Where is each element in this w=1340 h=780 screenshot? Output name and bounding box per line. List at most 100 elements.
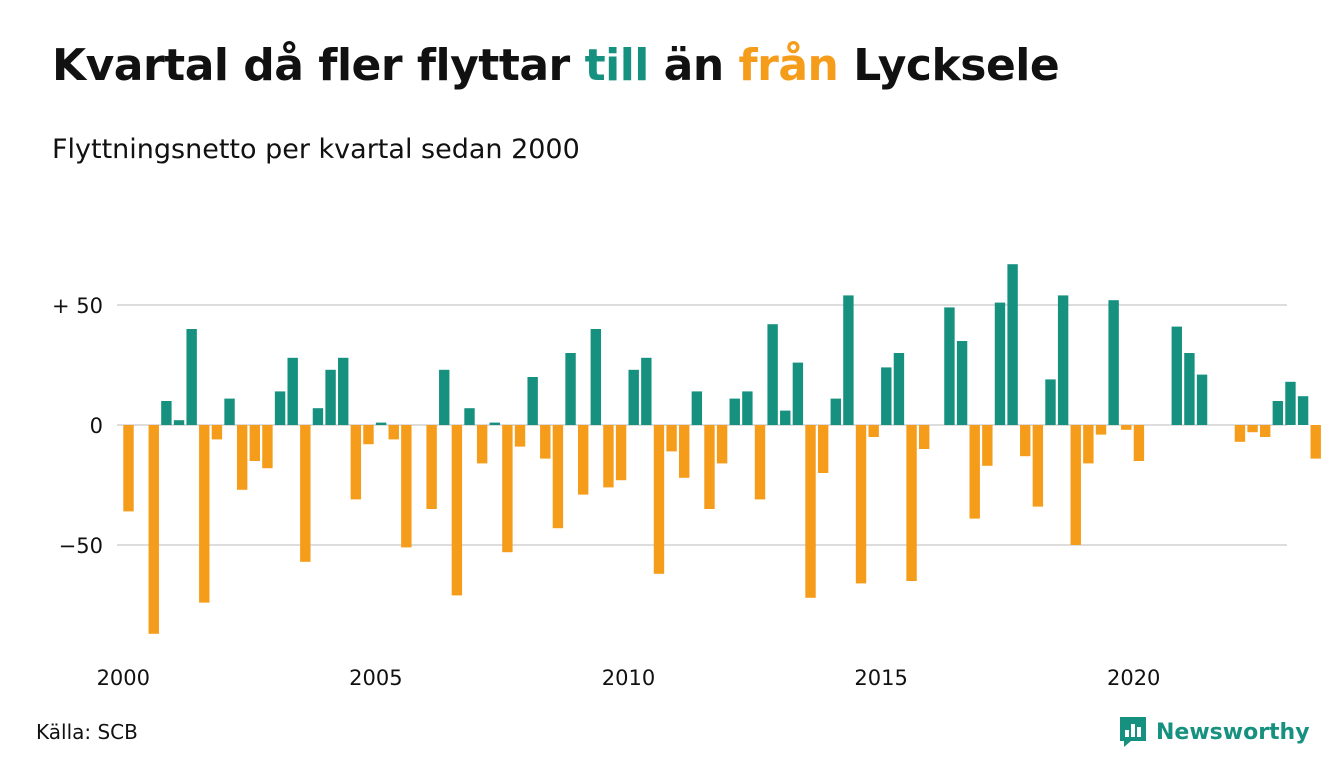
y-tick-label: −50 <box>59 534 103 558</box>
bar-2003-q3 <box>300 425 311 562</box>
bar-series <box>123 264 1321 634</box>
bar-2014-q1 <box>830 398 841 425</box>
bar-2007-q3 <box>502 425 513 553</box>
bar-2016-q3 <box>956 341 968 425</box>
bar-2014-q2 <box>843 295 854 425</box>
bar-2000-q3 <box>148 425 159 634</box>
bar-2004-q2 <box>338 357 349 425</box>
bar-2004-q4 <box>363 425 374 445</box>
bar-2001-q3 <box>199 425 210 603</box>
bar-2010-q1 <box>628 369 639 425</box>
chart-title: Kvartal då fler flyttar till än från Lyc… <box>52 40 1060 91</box>
bar-2020-q4 <box>1171 326 1182 425</box>
bar-2013-q2 <box>792 362 804 425</box>
bar-2023-q1 <box>1285 381 1296 425</box>
bar-2011-q3 <box>704 425 715 509</box>
bar-2016-q4 <box>969 425 980 519</box>
bar-2009-q2 <box>590 329 602 425</box>
bar-2001-q2 <box>186 329 197 425</box>
bar-2014-q3 <box>855 425 867 584</box>
bar-2017-q4 <box>1020 425 1031 457</box>
bar-2021-q2 <box>1196 374 1208 425</box>
brand-name: Newsworthy <box>1156 719 1310 745</box>
y-tick-label: + 50 <box>52 294 103 318</box>
bar-2000-q1 <box>123 425 134 512</box>
bar-2006-q4 <box>464 408 475 425</box>
x-tick-label: 2020 <box>1107 666 1160 690</box>
bar-2018-q4 <box>1070 425 1081 545</box>
bar-2002-q2 <box>236 425 248 490</box>
source-note: Källa: SCB <box>36 720 138 744</box>
newsworthy-logo-icon <box>1120 717 1146 747</box>
bar-2008-q2 <box>540 425 551 459</box>
title-part-3: Lycksele <box>838 40 1060 91</box>
bar-2002-q4 <box>262 425 273 469</box>
x-tick-label: 2005 <box>349 666 402 690</box>
title-word-till: till <box>584 40 650 91</box>
bar-2001-q1 <box>173 420 185 425</box>
bar-2005-q3 <box>401 425 412 548</box>
bar-2004-q3 <box>350 425 362 500</box>
bar-2002-q1 <box>224 398 235 425</box>
bar-2013-q4 <box>817 425 829 473</box>
bar-2003-q2 <box>287 357 298 425</box>
bar-2000-q4 <box>161 401 172 425</box>
bar-2012-q4 <box>767 324 778 425</box>
bar-2008-q1 <box>527 377 538 425</box>
bar-2022-q1 <box>1234 425 1246 442</box>
bar-2013-q3 <box>805 425 816 598</box>
bar-2009-q4 <box>615 425 627 481</box>
bar-2003-q1 <box>274 391 286 425</box>
bar-2011-q4 <box>716 425 728 464</box>
bar-2007-q4 <box>514 425 526 447</box>
chart-subtitle: Flyttningsnetto per kvartal sedan 2000 <box>52 134 580 165</box>
bar-2018-q2 <box>1045 379 1056 425</box>
x-tick-label: 2015 <box>854 666 907 690</box>
bar-2010-q3 <box>653 425 665 574</box>
x-axis: 2000 2005 2010 2015 2020 <box>97 666 1161 690</box>
bar-2022-q4 <box>1272 401 1284 425</box>
x-tick-label: 2010 <box>602 666 655 690</box>
bar-2015-q1 <box>881 367 892 425</box>
bar-2013-q1 <box>780 410 791 425</box>
bar-2004-q1 <box>325 369 336 425</box>
bar-2017-q3 <box>1007 264 1018 425</box>
bar-2008-q3 <box>552 425 564 529</box>
bar-2006-q1 <box>426 425 437 509</box>
bar-2019-q2 <box>1095 425 1107 435</box>
bar-2005-q2 <box>388 425 399 440</box>
bar-2023-q3 <box>1310 425 1321 459</box>
y-tick-label: 0 <box>90 414 103 438</box>
bar-2006-q2 <box>439 369 450 425</box>
bar-2014-q4 <box>868 425 879 437</box>
bar-2003-q4 <box>312 408 324 425</box>
bar-2019-q4 <box>1121 425 1132 430</box>
bar-2016-q2 <box>944 307 955 425</box>
bar-2009-q3 <box>603 425 614 488</box>
bar-2010-q2 <box>641 357 652 425</box>
y-axis: + 50 0 −50 <box>52 294 103 558</box>
bar-2015-q3 <box>906 425 917 581</box>
title-part-1: Kvartal då fler flyttar <box>52 40 585 91</box>
bar-2021-q1 <box>1184 353 1195 425</box>
title-part-2: än <box>648 40 739 91</box>
bar-2015-q4 <box>918 425 930 449</box>
bar-2011-q2 <box>691 391 703 425</box>
bar-2019-q3 <box>1108 300 1119 425</box>
x-tick-label: 2000 <box>97 666 150 690</box>
bar-2007-q2 <box>489 422 500 425</box>
bar-2007-q1 <box>476 425 488 464</box>
bar-2012-q2 <box>742 391 753 425</box>
bar-2012-q3 <box>754 425 766 500</box>
bar-2012-q1 <box>729 398 740 425</box>
bar-2017-q2 <box>994 302 1006 425</box>
bar-2009-q1 <box>577 425 589 495</box>
bar-2020-q1 <box>1133 425 1145 461</box>
bar-2002-q3 <box>249 425 260 461</box>
bar-2018-q3 <box>1057 295 1069 425</box>
bar-2022-q3 <box>1260 425 1271 437</box>
bar-2011-q1 <box>679 425 690 478</box>
bar-2015-q2 <box>893 353 905 425</box>
bar-2018-q1 <box>1032 425 1044 507</box>
